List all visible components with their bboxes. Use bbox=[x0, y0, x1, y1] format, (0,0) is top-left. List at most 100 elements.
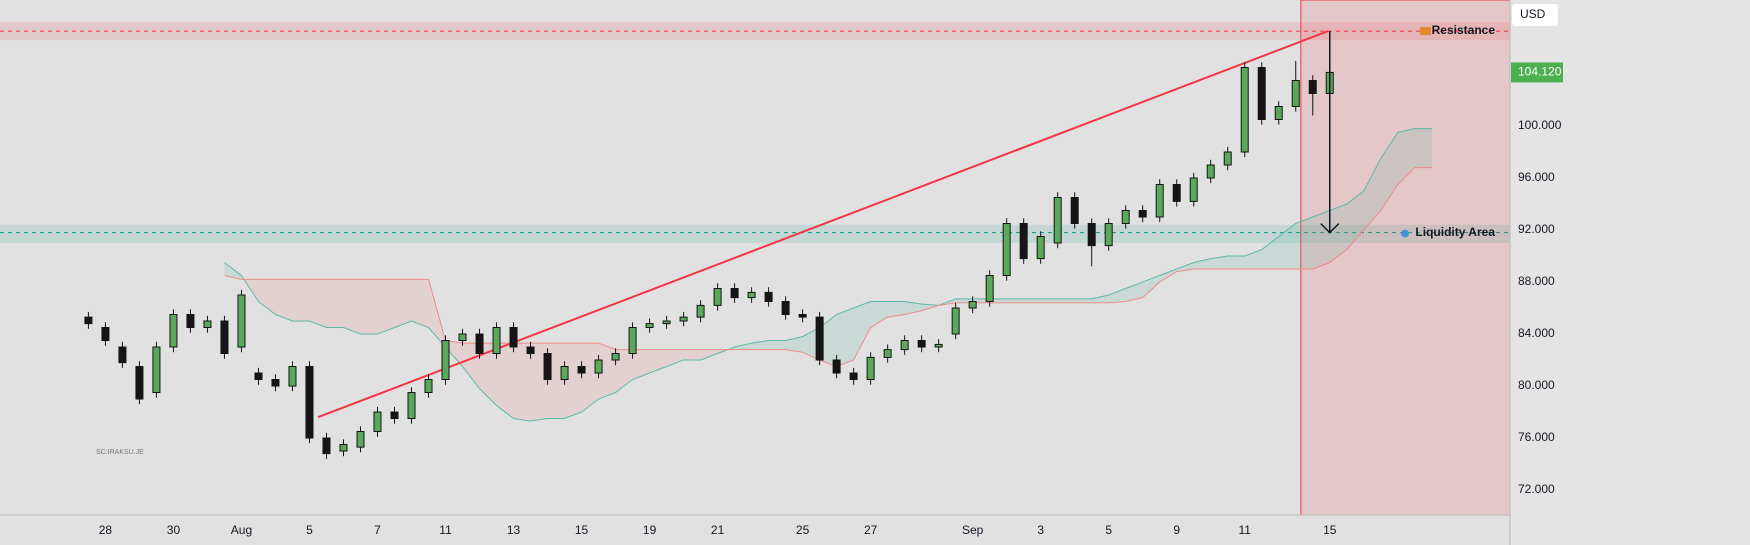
cloud-fill bbox=[1125, 282, 1143, 302]
cloud-fill bbox=[1244, 249, 1262, 270]
cloud-fill bbox=[377, 279, 395, 335]
candle-body bbox=[152, 346, 161, 394]
cloud-fill bbox=[581, 343, 599, 413]
candle-body bbox=[1036, 236, 1045, 260]
watermark: SC:IRAKSU.JE bbox=[96, 449, 144, 456]
candle-body bbox=[849, 372, 858, 381]
candle-body bbox=[815, 316, 824, 361]
cloud-fill bbox=[479, 343, 497, 406]
candle-body bbox=[1002, 223, 1011, 277]
x-tick-label: 21 bbox=[711, 523, 725, 537]
candle-body bbox=[917, 340, 926, 348]
candle-body bbox=[951, 307, 960, 335]
candle-body bbox=[1206, 164, 1215, 179]
cloud-fill bbox=[632, 349, 650, 380]
candle-body bbox=[118, 346, 127, 364]
x-tick-label: 27 bbox=[864, 523, 878, 537]
candle-body bbox=[1087, 223, 1096, 247]
candle-body bbox=[390, 411, 399, 420]
cloud-fill bbox=[1108, 288, 1126, 303]
candle-body bbox=[934, 343, 943, 348]
cloud-fill bbox=[343, 279, 361, 335]
cloud-fill bbox=[547, 343, 565, 419]
x-tick-label: 30 bbox=[167, 523, 181, 537]
candle-body bbox=[577, 366, 586, 374]
x-tick-label: 13 bbox=[507, 523, 521, 537]
candle-body bbox=[968, 301, 977, 309]
candle-body bbox=[1291, 79, 1300, 107]
x-tick-label: 19 bbox=[643, 523, 657, 537]
candle-body bbox=[220, 320, 229, 355]
y-tick-label: 76.000 bbox=[1518, 430, 1555, 444]
candle-body bbox=[1155, 183, 1164, 218]
cloud-fill bbox=[1074, 298, 1092, 303]
candle-body bbox=[611, 353, 620, 361]
cloud-fill bbox=[802, 327, 820, 361]
y-tick-label: 100.000 bbox=[1518, 118, 1562, 132]
candle-body bbox=[424, 379, 433, 394]
cloud-fill bbox=[394, 279, 412, 328]
cloud-fill bbox=[972, 298, 990, 303]
candle-body bbox=[1019, 223, 1028, 260]
cloud-fill bbox=[870, 301, 888, 328]
cloud-fill bbox=[683, 349, 701, 361]
candle-body bbox=[288, 366, 297, 387]
candle-body bbox=[1223, 151, 1232, 166]
cloud-fill bbox=[768, 340, 786, 350]
candle-body bbox=[441, 340, 450, 381]
candle-body bbox=[1240, 66, 1249, 153]
candle-body bbox=[169, 314, 178, 348]
x-tick-label: 11 bbox=[439, 523, 452, 537]
cloud-fill bbox=[1295, 216, 1313, 270]
cloud-fill bbox=[1397, 128, 1415, 185]
candle-body bbox=[101, 327, 110, 342]
cloud-fill bbox=[462, 343, 480, 389]
cloud-fill bbox=[564, 343, 582, 419]
cloud-fill bbox=[258, 279, 276, 315]
candle-body bbox=[900, 340, 909, 351]
candle-body bbox=[1138, 209, 1147, 218]
cloud-fill bbox=[1091, 295, 1109, 303]
x-tick-label: 28 bbox=[99, 523, 113, 537]
x-tick-label: 9 bbox=[1173, 523, 1180, 537]
cloud-fill bbox=[1346, 190, 1364, 250]
cloud-fill bbox=[1278, 223, 1296, 270]
cloud-fill bbox=[955, 298, 973, 303]
candle-body bbox=[475, 333, 484, 355]
y-tick-label: 96.000 bbox=[1518, 170, 1555, 184]
candle-body bbox=[203, 320, 212, 329]
x-tick-label: 5 bbox=[306, 523, 313, 537]
cloud-fill bbox=[649, 349, 667, 374]
y-tick-label: 84.000 bbox=[1518, 326, 1555, 340]
cloud-fill bbox=[1057, 298, 1075, 303]
cloud-fill bbox=[819, 314, 837, 367]
cloud-fill bbox=[785, 336, 803, 353]
candle-body bbox=[764, 291, 773, 303]
cloud-fill bbox=[1380, 132, 1398, 211]
liquidity-icon bbox=[1401, 229, 1409, 238]
candle-body bbox=[985, 275, 994, 303]
y-tick-label: 92.000 bbox=[1518, 222, 1555, 236]
candle-body bbox=[237, 294, 246, 348]
cloud-fill bbox=[1312, 210, 1330, 270]
cloud-fill bbox=[1363, 158, 1381, 231]
cloud-fill bbox=[1142, 275, 1160, 298]
candle-body bbox=[781, 301, 790, 316]
candle-body bbox=[84, 316, 93, 325]
arrow-head bbox=[1320, 223, 1340, 234]
x-tick-label: Sep bbox=[962, 523, 984, 537]
candle-body bbox=[696, 304, 705, 318]
candle-body bbox=[305, 366, 314, 439]
candle-body bbox=[356, 431, 365, 448]
x-tick-label: 5 bbox=[1105, 523, 1112, 537]
candle-body bbox=[526, 346, 535, 355]
candle-body bbox=[1274, 105, 1283, 120]
x-tick-label: 25 bbox=[796, 523, 810, 537]
currency-box bbox=[1512, 4, 1558, 26]
y-tick-label: 88.000 bbox=[1518, 274, 1555, 288]
cloud-fill bbox=[275, 279, 293, 322]
candle-body bbox=[1070, 196, 1079, 225]
